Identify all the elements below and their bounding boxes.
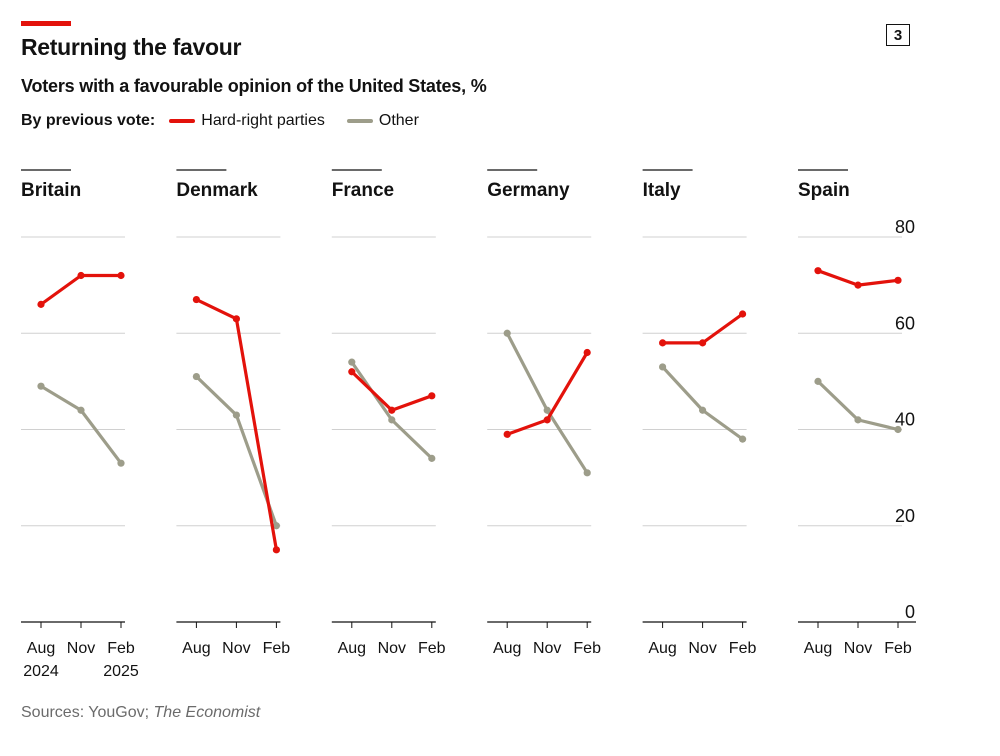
y-tick-label-80: 80 <box>895 217 915 237</box>
point-britain-hard-right-nov <box>77 271 85 280</box>
x-tick-label-britain-nov: Nov <box>67 640 95 657</box>
panel-title-germany: Germany <box>487 180 570 201</box>
point-france-other-nov <box>388 416 396 424</box>
point-italy-hard-right-aug <box>659 339 667 347</box>
point-germany-other-aug <box>503 329 511 337</box>
x-tick-label-spain-nov: Nov <box>844 640 872 657</box>
y-tick-label-20: 20 <box>895 506 915 526</box>
point-britain-other-aug <box>37 382 45 390</box>
legend-label-hard-right: Hard-right parties <box>201 112 325 129</box>
chart-source: Sources: YouGov; The Economist <box>21 704 260 722</box>
x-tick-label-germany-aug: Aug <box>493 640 521 657</box>
point-italy-other-feb <box>739 435 747 443</box>
small-multiples-chart: Britain Aug 2024 Nov Feb 2025 Denmark Aug Nov Feb… <box>21 169 916 680</box>
point-spain-hard-right-feb <box>894 276 902 284</box>
x-tick-label-britain-aug: Aug <box>27 640 55 657</box>
x-tick-label-denmark-feb: Feb <box>263 640 291 657</box>
x-tick-label-france-feb: Feb <box>418 640 446 657</box>
point-denmark-other-feb <box>272 522 280 530</box>
point-france-other-feb <box>428 454 436 462</box>
legend-swatch-other <box>346 119 373 123</box>
point-italy-other-nov <box>699 406 707 414</box>
point-denmark-hard-right-aug <box>192 295 200 304</box>
point-spain-other-aug <box>814 377 822 385</box>
series-line-denmark-other <box>194 374 278 528</box>
source-italic: The Economist <box>153 704 261 721</box>
point-spain-hard-right-aug <box>814 267 822 275</box>
series-line-italy-other <box>660 365 745 441</box>
y-tick-label-60: 60 <box>895 313 915 333</box>
x-tick-label-france-nov: Nov <box>378 640 406 657</box>
point-france-hard-right-feb <box>428 392 436 400</box>
point-germany-hard-right-feb <box>583 348 591 357</box>
series-line-britain-other <box>39 384 123 465</box>
panel-title-britain: Britain <box>21 180 81 201</box>
point-spain-other-nov <box>854 416 862 424</box>
point-italy-hard-right-nov <box>699 339 707 347</box>
x-tick-label-italy-feb: Feb <box>729 640 757 657</box>
series-line-denmark-hard-right <box>194 297 278 552</box>
legend-label-other: Other <box>378 112 419 129</box>
point-italy-hard-right-feb <box>739 310 747 318</box>
point-denmark-hard-right-feb <box>272 546 280 554</box>
point-germany-other-feb <box>583 469 591 477</box>
source-prefix: Sources: YouGov; <box>21 704 154 721</box>
point-france-hard-right-nov <box>388 406 396 414</box>
panel-title-denmark: Denmark <box>176 180 258 201</box>
point-britain-other-feb <box>117 459 125 467</box>
point-spain-hard-right-nov <box>854 281 862 289</box>
x-tick-label-germany-feb: Feb <box>573 640 601 657</box>
x-tick-label-italy-aug: Aug <box>648 640 676 657</box>
x-tick-label-britain-feb: Feb <box>107 640 135 657</box>
x-year-label-2024: 2024 <box>23 663 59 680</box>
accent-bar <box>21 21 71 26</box>
point-germany-hard-right-nov <box>543 416 551 424</box>
x-year-label-2025: 2025 <box>103 663 139 680</box>
legend-item-other: Other <box>346 112 419 130</box>
point-denmark-other-aug <box>192 372 200 381</box>
panel-title-italy: Italy <box>643 180 681 201</box>
point-france-hard-right-aug <box>348 368 356 376</box>
legend-title: By previous vote: <box>21 112 156 129</box>
panel-title-spain: Spain <box>798 180 850 201</box>
x-tick-label-spain-feb: Feb <box>884 640 912 657</box>
chart-number-badge: 3 <box>886 24 910 46</box>
point-denmark-other-nov <box>232 411 240 419</box>
x-tick-label-germany-nov: Nov <box>533 640 561 657</box>
x-tick-label-denmark-nov: Nov <box>222 640 250 657</box>
series-line-italy-hard-right <box>660 312 745 345</box>
y-tick-label-0: 0 <box>905 602 915 622</box>
x-tick-label-denmark-aug: Aug <box>182 640 210 657</box>
point-britain-hard-right-aug <box>37 300 45 308</box>
y-tick-label-40: 40 <box>895 410 915 430</box>
point-germany-hard-right-aug <box>503 430 511 438</box>
panel-title-france: France <box>332 180 394 201</box>
point-italy-other-aug <box>659 363 667 371</box>
chart-subtitle: Voters with a favourable opinion of the … <box>21 76 487 96</box>
series-line-germany-other <box>505 331 589 475</box>
legend-item-hard-right: Hard-right parties <box>169 112 325 130</box>
x-tick-label-spain-aug: Aug <box>804 640 832 657</box>
series-line-britain-hard-right <box>39 273 123 306</box>
legend: By previous vote: Hard-right parties Oth… <box>21 112 441 130</box>
legend-swatch-hard-right <box>169 119 196 123</box>
point-denmark-hard-right-nov <box>232 315 240 323</box>
x-tick-label-italy-nov: Nov <box>688 640 716 657</box>
point-britain-other-nov <box>77 406 85 414</box>
point-spain-other-feb <box>894 425 902 434</box>
point-germany-other-nov <box>543 406 551 414</box>
chart-title: Returning the favour <box>21 34 242 60</box>
point-britain-hard-right-feb <box>117 271 125 280</box>
point-france-other-aug <box>348 358 356 366</box>
x-tick-label-france-aug: Aug <box>338 640 366 657</box>
